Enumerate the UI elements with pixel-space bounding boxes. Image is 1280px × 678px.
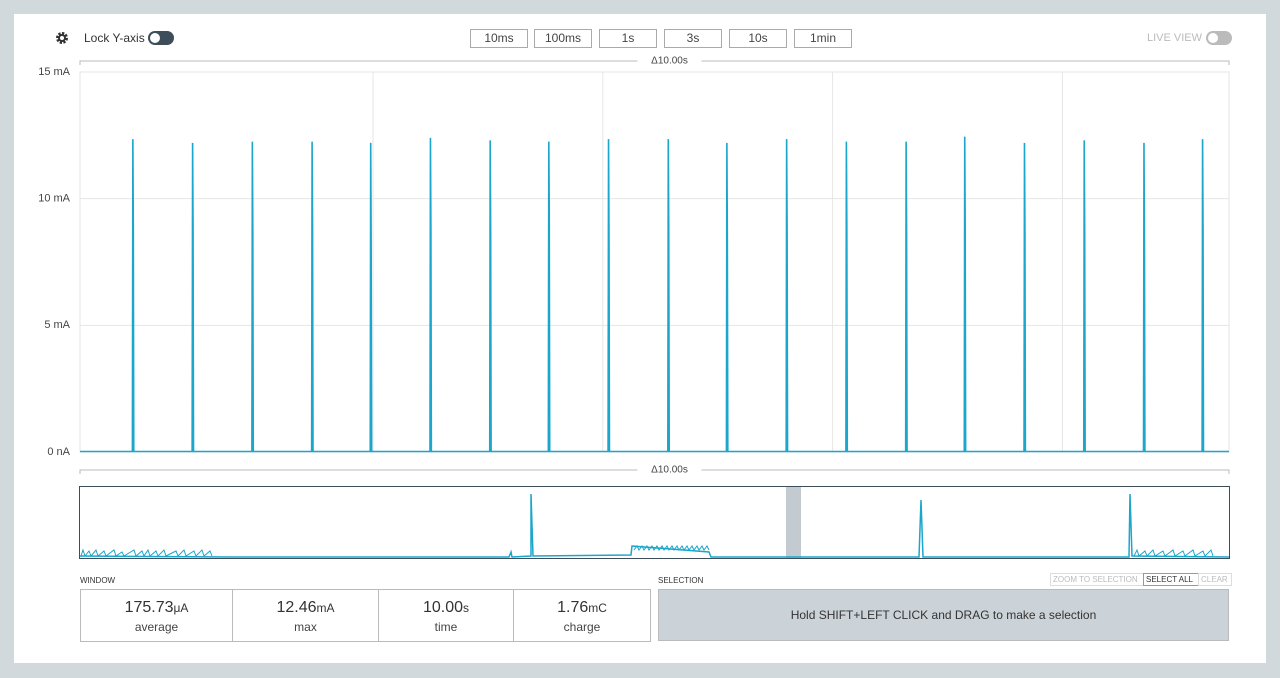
y-tick-label: 15 mA [38, 66, 70, 78]
y-tick-label: 10 mA [38, 193, 70, 205]
stat-number: 12.46 [276, 599, 317, 616]
time-button[interactable]: 10s [729, 29, 787, 48]
overview[interactable] [79, 486, 1231, 560]
stat-unit: mC [588, 601, 607, 615]
stat-label: charge [563, 620, 601, 634]
time-button[interactable]: 100ms [534, 29, 592, 48]
live-view-label: LIVE VIEW [1147, 32, 1203, 44]
y-tick-label: 0 nA [47, 446, 70, 458]
line [80, 136, 1229, 453]
window-title: WINDOW [80, 576, 116, 585]
stat-label: average [134, 620, 179, 634]
lock-toggle[interactable] [148, 31, 174, 45]
stat-box: 10.00s time [378, 589, 514, 642]
toggle-knob [1208, 33, 1218, 43]
stat-value: 175.73μA [81, 599, 232, 617]
y-tick-label: 5 mA [44, 319, 70, 331]
range-bracket [79, 469, 1230, 474]
time-button[interactable]: 10ms [470, 29, 528, 48]
stat-unit: mA [316, 601, 335, 615]
stat-number: 10.00 [422, 599, 464, 616]
stat-label: max [294, 620, 317, 634]
stat-value: 12.46mA [233, 599, 378, 617]
stat-box: 1.76mC charge [513, 589, 651, 642]
selection-action[interactable]: ZOOM TO SELECTION [1050, 573, 1144, 586]
stat-box: 175.73μA average [80, 589, 233, 642]
stat-number: 1.76 [557, 599, 589, 616]
selection-action[interactable]: CLEAR [1198, 573, 1232, 586]
time-button[interactable]: 3s [664, 29, 722, 48]
chart: 0 nA 5 mA 10 mA 15 mA Δ10.00s Δ10.00s [38, 56, 1230, 476]
selection-title: SELECTION [658, 576, 704, 585]
stat-number: 175.73 [124, 599, 174, 616]
stat-unit: s [463, 601, 470, 615]
range-label: Δ10.00s [651, 56, 688, 67]
selection-action[interactable]: SELECT ALL [1143, 573, 1199, 586]
range-label: Δ10.00s [651, 465, 688, 476]
stat-box: 12.46mA max [232, 589, 379, 642]
lock-label: Lock Y-axis [84, 31, 145, 45]
live-toggle[interactable] [1206, 31, 1232, 45]
time-button[interactable]: 1min [794, 29, 852, 48]
range-bracket [79, 60, 1230, 65]
toggle-knob [150, 33, 160, 43]
time-button[interactable]: 1s [599, 29, 657, 48]
selection-hint: Hold SHIFT+LEFT CLICK and DRAG to make a… [658, 589, 1229, 641]
settings-icon[interactable] [55, 31, 69, 45]
stat-unit: μA [173, 601, 189, 615]
stat-value: 10.00s [379, 599, 513, 617]
stat-label: time [434, 620, 458, 634]
stat-value: 1.76mC [514, 599, 650, 617]
